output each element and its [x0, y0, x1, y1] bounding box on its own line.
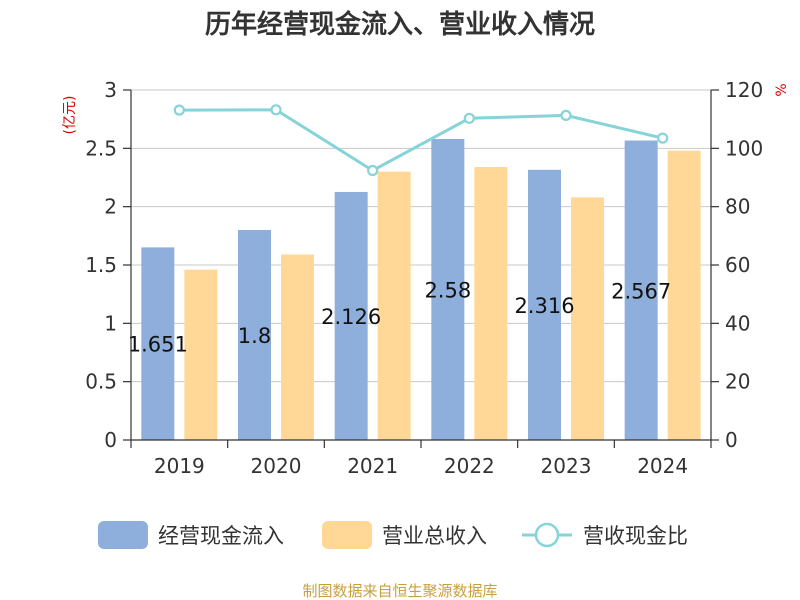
x-tick-label: 2023: [541, 454, 592, 478]
y-right-tick-label: 0: [725, 428, 738, 452]
point-cash-revenue-ratio: [560, 109, 572, 121]
data-labels: 1.651 1.8 2.126 2.58 2.316 2.567: [128, 279, 671, 357]
legend-label-cash-inflow: 经营现金流入: [158, 524, 284, 548]
line-cash-revenue-ratio: [179, 108, 664, 173]
bar-cash-inflow: [238, 230, 271, 440]
bar-total-revenue: [184, 269, 218, 440]
legend-swatch-total-revenue: [322, 521, 372, 549]
legend-label-total-revenue: 营业总收入: [382, 524, 487, 548]
y-left-tick-label: 2: [104, 195, 117, 219]
point-cash-revenue-ratio: [270, 104, 282, 116]
data-label-cash-inflow: 1.651: [128, 333, 188, 357]
point-cash-revenue-ratio: [463, 112, 475, 124]
bar-total-revenue: [667, 150, 701, 440]
data-label-cash-inflow: 2.126: [321, 305, 381, 329]
source-note: 制图数据来自恒生聚源数据库: [302, 582, 497, 600]
bar-total-revenue: [377, 171, 411, 440]
bar-total-revenue: [474, 167, 508, 440]
gridlines: [131, 89, 711, 383]
data-label-cash-inflow: 2.316: [514, 294, 574, 318]
bar-total-revenue: [571, 197, 604, 440]
y-right-tick-label: 100: [725, 136, 763, 160]
point-cash-revenue-ratio: [657, 132, 669, 144]
point-cash-revenue-ratio: [173, 104, 185, 116]
data-label-cash-inflow: 2.58: [424, 279, 471, 303]
legend: 经营现金流入 营业总收入 营收现金比: [98, 521, 688, 549]
data-label-cash-inflow: 2.567: [611, 279, 671, 303]
y-right-tick-label: 40: [725, 311, 750, 335]
legend-swatch-marker-ratio: [534, 522, 560, 548]
bar-cash-inflow: [624, 140, 658, 440]
chart-title: 历年经营现金流入、营业收入情况: [205, 9, 595, 40]
axes: 0 0 0.5 20 1 40 1.5 60 2 80 2.5 100 3 120 2019 2020 2021…: [85, 78, 763, 478]
bar-total-revenue: [281, 254, 314, 440]
bar-cash-inflow: [431, 139, 465, 440]
bar-cash-inflow: [141, 247, 175, 440]
line-series: [173, 104, 669, 177]
x-tick-label: 2021: [347, 454, 398, 478]
y-right-tick-label: 60: [725, 253, 750, 277]
x-tick-label: 2019: [154, 454, 205, 478]
point-cash-revenue-ratio: [367, 164, 379, 177]
legend-swatch-cash-inflow: [98, 521, 148, 549]
x-tick-label: 2022: [444, 454, 495, 478]
bar-cash-inflow: [528, 169, 561, 441]
y-right-tick-label: 20: [725, 370, 750, 394]
y-left-unit-label: (亿元): [62, 96, 78, 135]
y-left-tick-label: 0: [104, 428, 117, 452]
y-left-tick-label: 0.5: [85, 370, 117, 394]
y-right-tick-label: 120: [725, 78, 763, 102]
y-right-unit-label: %: [774, 83, 790, 96]
y-left-tick-label: 3: [104, 78, 117, 102]
x-tick-label: 2020: [251, 454, 302, 478]
y-left-tick-label: 1: [104, 311, 117, 335]
bars: [141, 139, 701, 441]
x-tick-label: 2024: [637, 454, 688, 478]
data-label-cash-inflow: 1.8: [238, 324, 271, 348]
y-left-tick-label: 1.5: [85, 253, 117, 277]
legend-label-cash-revenue-ratio: 营收现金比: [583, 524, 688, 548]
y-left-tick-label: 2.5: [85, 136, 117, 160]
bar-cash-inflow: [334, 191, 368, 440]
y-right-tick-label: 80: [725, 195, 750, 219]
